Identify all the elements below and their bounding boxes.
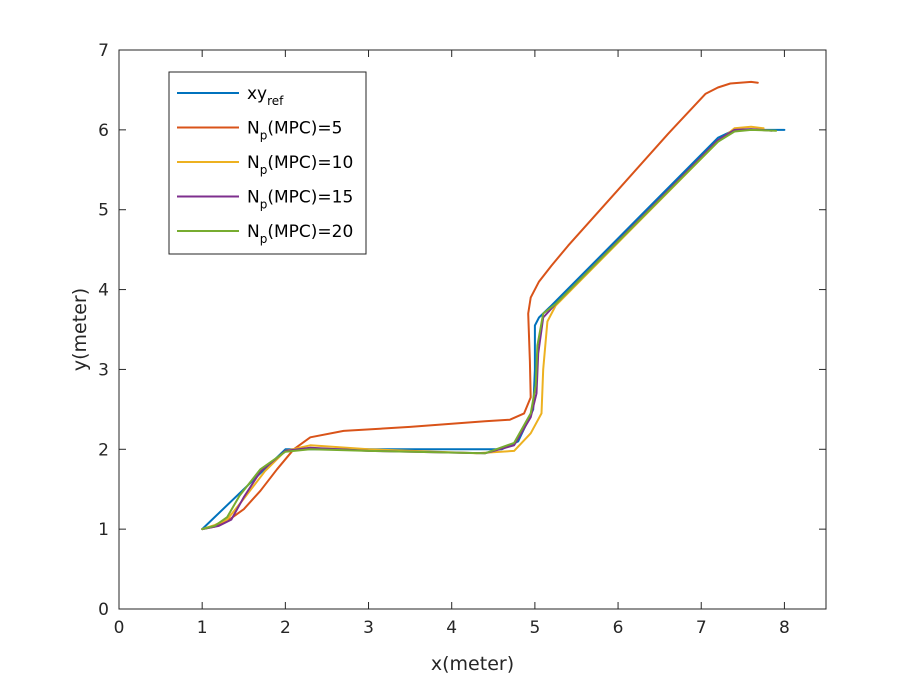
x-tick-label: 4 — [446, 618, 457, 638]
x-tick-label: 6 — [613, 618, 624, 638]
legend: xyref Np(MPC)=5 Np(MPC)=10 Np(MPC)=15 Np(MPC… — [168, 71, 367, 255]
legend-label-2: Np(MPC)=5 — [247, 119, 342, 143]
series-group — [201, 80, 786, 531]
x-tick-label: 0 — [114, 618, 125, 638]
legend-label-4: Np(MPC)=15 — [247, 188, 353, 212]
y-axis-label: y(meter) — [69, 288, 91, 371]
axes-box — [118, 49, 827, 610]
series-line-4 — [201, 128, 773, 531]
x-tick-label: 2 — [280, 618, 291, 638]
y-tick-label: 6 — [98, 121, 109, 141]
axes — [118, 49, 827, 610]
legend-label-1: xyref — [247, 84, 284, 108]
x-tick-label: 1 — [197, 618, 208, 638]
legend-label-5: Np(MPC)=20 — [247, 222, 353, 246]
y-tick-label: 1 — [98, 520, 109, 540]
x-tick-label: 3 — [363, 618, 374, 638]
x-tick-label: 5 — [529, 618, 540, 638]
ticks: 0 1 2 3 4 5 6 7 8 0 1 2 3 4 5 6 7 — [98, 41, 826, 638]
legend-label-3: Np(MPC)=10 — [247, 153, 353, 177]
y-tick-label: 5 — [98, 201, 109, 221]
x-axis-label: x(meter) — [431, 653, 514, 675]
x-tick-label: 7 — [696, 618, 707, 638]
y-tick-label: 0 — [98, 600, 109, 620]
y-tick-label: 7 — [98, 41, 109, 61]
x-tick-label: 8 — [779, 618, 790, 638]
series-line-5 — [201, 128, 778, 531]
y-tick-label: 2 — [98, 440, 109, 460]
series-line-2 — [201, 80, 759, 531]
y-tick-label: 3 — [98, 360, 109, 380]
y-tick-label: 4 — [98, 281, 109, 301]
